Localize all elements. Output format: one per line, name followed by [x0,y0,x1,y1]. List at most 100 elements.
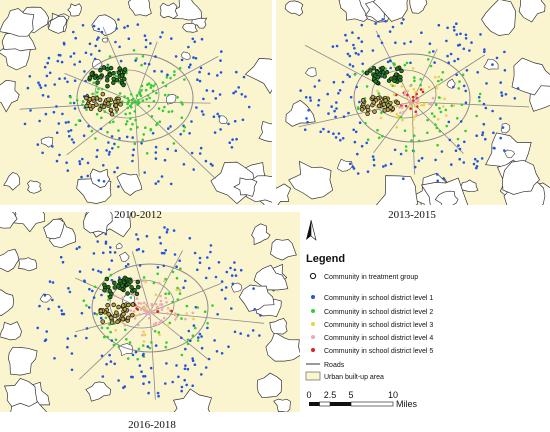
community-dot [165,76,169,79]
community-dot [393,84,396,87]
community-dot [413,76,416,79]
community-dot [402,177,405,180]
treatment-community [365,104,370,109]
community-dot [153,69,156,73]
community-dot [148,316,151,320]
community-dot [225,270,229,274]
community-dot [48,71,52,75]
community-dot [454,149,458,152]
community-dot [173,73,176,77]
community-dot [180,353,184,357]
non-urban-area [481,0,516,36]
community-dot [434,123,437,126]
community-dot [126,24,129,28]
treatment-community [104,276,110,282]
legend-label-level-3: Community in school district level 3 [324,322,433,329]
community-dot [59,54,62,57]
community-dot [219,128,222,131]
north-arrow-icon [306,219,317,241]
community-dot [74,123,78,127]
community-dot [169,182,173,186]
community-dot [411,67,415,70]
treatment-community [376,103,382,109]
community-dot [428,42,432,45]
community-dot [91,268,95,271]
community-dot [355,85,359,89]
community-dot [155,91,158,95]
non-urban-area [288,160,334,200]
treatment-community [108,294,113,300]
road [149,311,156,400]
panel-caption-3: 2016-2018 [128,419,176,431]
community-dot [392,93,396,97]
community-dot [426,58,430,61]
non-urban-area [18,257,38,272]
community-dot [82,134,86,137]
community-dot [504,93,508,96]
community-dot [152,89,155,93]
community-dot [166,147,169,151]
community-dot [39,86,43,89]
treatment-community [111,76,116,82]
community-dot [410,102,413,105]
community-dot [51,281,55,284]
panel-caption-1: 2010-2012 [114,209,162,221]
community-dot [100,30,104,34]
community-dot [110,278,114,282]
community-dot [103,110,107,113]
community-dot [129,93,133,96]
community-dot [478,99,481,103]
community-dot [174,312,177,316]
community-dot [178,292,182,295]
community-dot [351,65,355,68]
community-dot [464,33,468,37]
community-dot [192,324,196,327]
community-dot [233,261,236,264]
community-dot [479,33,482,36]
community-dot [140,88,143,92]
community-dot [149,42,152,45]
community-dot [171,300,174,304]
community-dot [335,44,339,48]
community-dot [70,368,74,372]
community-dot [51,298,54,302]
community-dot [224,286,228,289]
non-urban-area [119,251,130,263]
community-dot [353,140,357,144]
community-dot [46,61,49,65]
community-dot [233,119,237,123]
community-dot [211,89,215,93]
community-dot [99,127,103,131]
road [304,44,413,103]
community-dot [481,131,485,134]
community-dot [442,177,446,181]
community-dot [107,268,111,271]
community-dot [206,326,209,330]
community-dot [45,330,48,333]
community-dot [123,26,126,29]
community-dot [95,38,99,41]
community-dot [164,249,167,252]
community-dot [495,56,499,60]
community-dot [78,162,82,166]
community-dot [62,312,66,316]
community-dot [415,113,418,116]
community-dot [81,157,84,161]
community-dot [63,77,67,80]
community-dot [165,341,168,344]
community-dot [470,41,473,44]
community-dot [115,27,118,30]
community-dot [47,95,50,98]
non-urban-area [483,58,499,70]
treatment-community [375,74,381,80]
community-dot [69,55,73,58]
treatment-community [370,94,376,100]
community-dot [332,80,336,84]
community-dot [118,276,121,279]
non-urban-area [270,238,297,261]
community-dot [111,147,114,150]
community-dot [141,354,145,357]
community-dot [140,142,143,145]
community-dot [228,141,231,144]
